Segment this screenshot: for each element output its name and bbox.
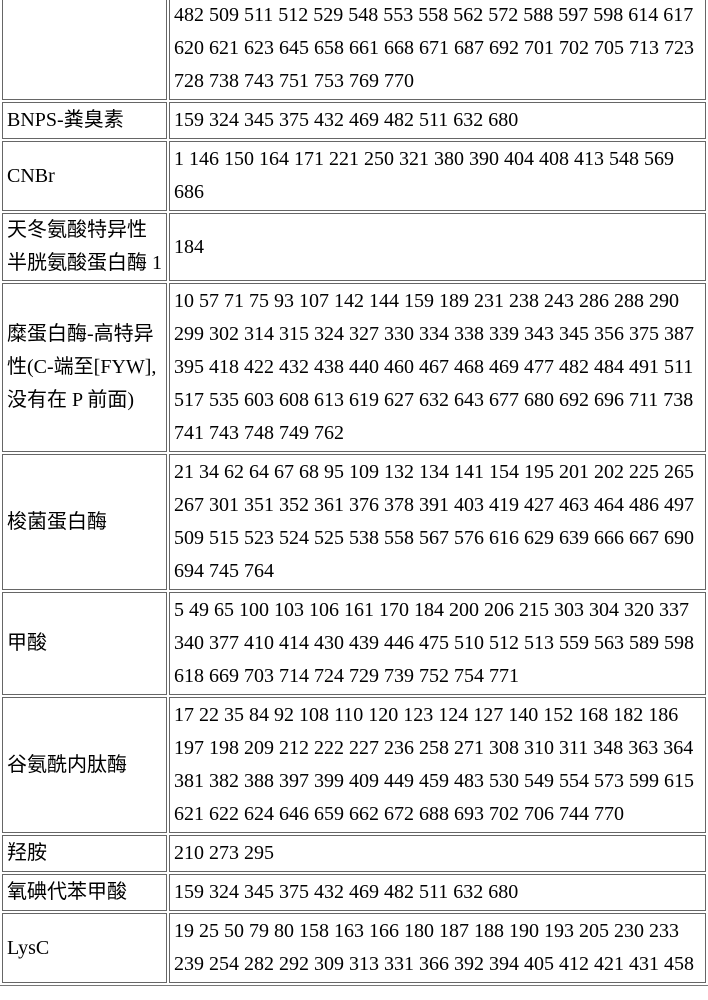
reagent-name-cell-line: CNBr [7,160,162,193]
cleavage-positions-cell: 184 [169,213,706,281]
cleavage-positions-cell-line: 686 [174,176,701,209]
table-row: 482 509 511 512 529 548 553 558 562 572 … [2,0,706,100]
table-row: CNBr 1 146 150 164 171 221 250 321 380 39… [2,141,706,211]
reagent-name-cell: 天冬氨酸特异性半胱氨酸蛋白酶 1 [2,213,167,281]
cleavage-positions-cell-line: 381 382 388 397 399 409 449 459 483 530 … [174,765,701,798]
cleavage-positions-cell-line: 239 254 282 292 309 313 331 366 392 394 … [174,948,701,981]
cleavage-positions-cell: 210 273 295 [169,835,706,872]
cleavage-positions-cell-line: 621 622 624 646 659 662 672 688 693 702 … [174,798,701,831]
cleavage-positions-cell: 159 324 345 375 432 469 482 511 632 680 [169,874,706,911]
cleavage-positions-cell: 1 146 150 164 171 221 250 321 380 390 40… [169,141,706,211]
cleavage-positions-cell-line: 299 302 314 315 324 327 330 334 338 339 … [174,318,701,351]
cleavage-positions-cell-line: 21 34 62 64 67 68 95 109 132 134 141 154… [174,456,701,489]
cleavage-positions-cell: 10 57 71 75 93 107 142 144 159 189 231 2… [169,283,706,452]
cleavage-positions-cell-line: 197 198 209 212 222 227 236 258 271 308 … [174,732,701,765]
cleavage-positions-cell-line: 159 324 345 375 432 469 482 511 632 680 [174,876,701,909]
cleavage-positions-cell-line: 728 738 743 751 753 769 770 [174,65,701,98]
reagent-name-cell: CNBr [2,141,167,211]
reagent-name-cell-line: 谷氨酰内肽酶 [7,749,162,782]
table-row: BNPS-粪臭素 159 324 345 375 432 469 482 511 … [2,102,706,139]
reagent-name-cell-line: 氧碘代苯甲酸 [7,876,162,909]
table-row: 甲酸 5 49 65 100 103 106 161 170 184 200 20… [2,592,706,695]
cleavage-positions-cell: 5 49 65 100 103 106 161 170 184 200 206 … [169,592,706,695]
reagent-name-cell: 甲酸 [2,592,167,695]
reagent-name-cell: BNPS-粪臭素 [2,102,167,139]
reagent-name-cell-line: 糜蛋白酶-高特异 [7,318,162,351]
table-row: 糜蛋白酶-高特异性(C-端至[FYW],没有在 P 前面)10 57 71 75… [2,283,706,452]
cleavage-positions-cell-line: 19 25 50 79 80 158 163 166 180 187 188 1… [174,915,701,948]
cleavage-positions-cell-line: 517 535 603 608 613 619 627 632 643 677 … [174,384,701,417]
cleavage-positions-cell-line: 5 49 65 100 103 106 161 170 184 200 206 … [174,594,701,627]
reagent-name-cell: 谷氨酰内肽酶 [2,697,167,833]
cleavage-positions-cell-line: 184 [174,231,701,264]
reagent-name-cell-line: 半胱氨酸蛋白酶 1 [7,247,162,280]
cleavage-positions-cell-line: 741 743 748 749 762 [174,417,701,450]
cleavage-positions-cell-line: 618 669 703 714 724 729 739 752 754 771 [174,660,701,693]
cleavage-positions-cell-line: 509 515 523 524 525 538 558 567 576 616 … [174,522,701,555]
reagent-name-cell: 氧碘代苯甲酸 [2,874,167,911]
cleavage-positions-cell-line: 1 146 150 164 171 221 250 321 380 390 40… [174,143,701,176]
cleavage-positions-cell-line: 267 301 351 352 361 376 378 391 403 419 … [174,489,701,522]
table-row: 羟胺 210 273 295 [2,835,706,872]
table-row: LysC 19 25 50 79 80 158 163 166 180 187 1… [2,913,706,983]
cleavage-positions-cell-line: 17 22 35 84 92 108 110 120 123 124 127 1… [174,699,701,732]
reagent-name-cell: LysC [2,913,167,983]
cleavage-positions-cell-line: 340 377 410 414 430 439 446 475 510 512 … [174,627,701,660]
table-row: 梭菌蛋白酶 21 34 62 64 67 68 95 109 132 134 14… [2,454,706,590]
cleavage-positions-cell-line: 210 273 295 [174,837,701,870]
reagent-name-cell-line: BNPS-粪臭素 [7,104,162,137]
table-row: 天冬氨酸特异性半胱氨酸蛋白酶 1184 [2,213,706,281]
cleavage-positions-cell: 159 324 345 375 432 469 482 511 632 680 [169,102,706,139]
reagent-name-cell: 糜蛋白酶-高特异性(C-端至[FYW],没有在 P 前面) [2,283,167,452]
cleavage-positions-cell: 482 509 511 512 529 548 553 558 562 572 … [169,0,706,100]
reagent-name-cell [2,0,167,100]
reagent-name-cell-line: 天冬氨酸特异性 [7,214,162,247]
reagent-name-cell-line: 没有在 P 前面) [7,384,162,417]
table-body: 482 509 511 512 529 548 553 558 562 572 … [2,0,706,983]
cleavage-positions-cell-line: 395 418 422 432 438 440 460 467 468 469 … [174,351,701,384]
cleavage-positions-cell: 21 34 62 64 67 68 95 109 132 134 141 154… [169,454,706,590]
reagent-name-cell: 梭菌蛋白酶 [2,454,167,590]
cleavage-positions-cell-line: 10 57 71 75 93 107 142 144 159 189 231 2… [174,285,701,318]
reagent-name-cell-line: 性(C-端至[FYW], [7,351,162,384]
cleavage-positions-cell-line: 482 509 511 512 529 548 553 558 562 572 … [174,0,701,32]
cleavage-positions-cell: 17 22 35 84 92 108 110 120 123 124 127 1… [169,697,706,833]
cleavage-positions-cell-line: 159 324 345 375 432 469 482 511 632 680 [174,104,701,137]
cleavage-positions-cell: 19 25 50 79 80 158 163 166 180 187 188 1… [169,913,706,983]
cleavage-positions-cell-line: 694 745 764 [174,555,701,588]
table-row: 谷氨酰内肽酶 17 22 35 84 92 108 110 120 123 124… [2,697,706,833]
table-row: 氧碘代苯甲酸 159 324 345 375 432 469 482 511 63… [2,874,706,911]
reagent-name-cell-line: 梭菌蛋白酶 [7,506,162,539]
reagent-name-cell-line: 羟胺 [7,837,162,870]
cleavage-positions-cell-line: 620 621 623 645 658 661 668 671 687 692 … [174,32,701,65]
reagent-name-cell-line: LysC [7,932,162,965]
reagent-name-cell-line: 甲酸 [7,627,162,660]
reagent-name-cell: 羟胺 [2,835,167,872]
